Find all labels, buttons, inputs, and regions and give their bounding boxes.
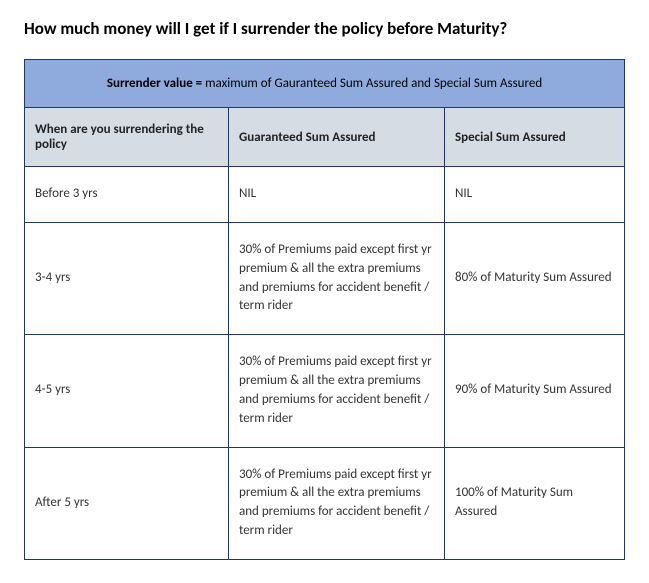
cell-period: After 5 yrs bbox=[25, 447, 229, 559]
cell-special: 80% of Maturity Sum Assured bbox=[445, 222, 625, 334]
cell-period: 3-4 yrs bbox=[25, 222, 229, 334]
header-special: Special Sum Assured bbox=[445, 108, 625, 167]
table-row: 4-5 yrs 30% of Premiums paid except firs… bbox=[25, 335, 625, 447]
header-guaranteed: Guaranteed Sum Assured bbox=[229, 108, 445, 167]
formula-label: Surrender value = bbox=[107, 76, 205, 91]
surrender-value-table: Surrender value = maximum of Gauranteed … bbox=[24, 59, 625, 560]
cell-guaranteed: NIL bbox=[229, 167, 445, 223]
formula-cell: Surrender value = maximum of Gauranteed … bbox=[25, 60, 625, 108]
header-when: When are you surrendering the policy bbox=[25, 108, 229, 167]
cell-period: Before 3 yrs bbox=[25, 167, 229, 223]
cell-special: 90% of Maturity Sum Assured bbox=[445, 335, 625, 447]
cell-special: 100% of Maturity Sum Assured bbox=[445, 447, 625, 559]
cell-guaranteed: 30% of Premiums paid except first yr pre… bbox=[229, 222, 445, 334]
table-row: After 5 yrs 30% of Premiums paid except … bbox=[25, 447, 625, 559]
formula-row: Surrender value = maximum of Gauranteed … bbox=[25, 60, 625, 108]
cell-period: 4-5 yrs bbox=[25, 335, 229, 447]
cell-guaranteed: 30% of Premiums paid except first yr pre… bbox=[229, 335, 445, 447]
header-row: When are you surrendering the policy Gua… bbox=[25, 108, 625, 167]
table-row: 3-4 yrs 30% of Premiums paid except firs… bbox=[25, 222, 625, 334]
table-row: Before 3 yrs NIL NIL bbox=[25, 167, 625, 223]
page-title: How much money will I get if I surrender… bbox=[24, 18, 625, 39]
cell-guaranteed: 30% of Premiums paid except first yr pre… bbox=[229, 447, 445, 559]
cell-special: NIL bbox=[445, 167, 625, 223]
formula-text: maximum of Gauranteed Sum Assured and Sp… bbox=[205, 76, 542, 91]
